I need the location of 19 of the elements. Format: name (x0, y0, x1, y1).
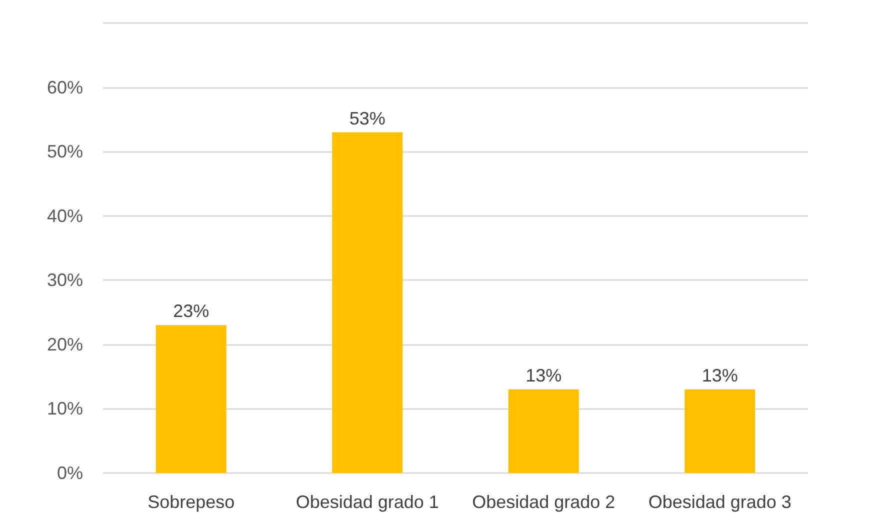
data-label: 23% (173, 301, 210, 322)
y-tick-label: 30% (46, 270, 83, 290)
y-tick-label: 60% (46, 77, 83, 98)
y-tick-label: 50% (46, 142, 83, 162)
x-tick-label: Obesidad grado 2 (472, 492, 616, 512)
y-tick-label: 0% (56, 463, 83, 483)
bar (332, 132, 403, 473)
x-tick-label: Obesidad grado 3 (648, 492, 792, 512)
bar (508, 389, 579, 473)
y-tick-label: 40% (46, 206, 83, 226)
y-tick-label: 20% (46, 334, 83, 354)
y-tick-label: 10% (46, 398, 83, 419)
bar (684, 389, 756, 473)
data-label: 13% (526, 365, 562, 386)
data-label: 53% (349, 108, 386, 128)
x-tick-label: Sobrepeso (148, 492, 235, 512)
bar (156, 325, 226, 473)
x-tick-label: Obesidad grado 1 (296, 492, 439, 512)
data-label: 13% (702, 365, 738, 386)
